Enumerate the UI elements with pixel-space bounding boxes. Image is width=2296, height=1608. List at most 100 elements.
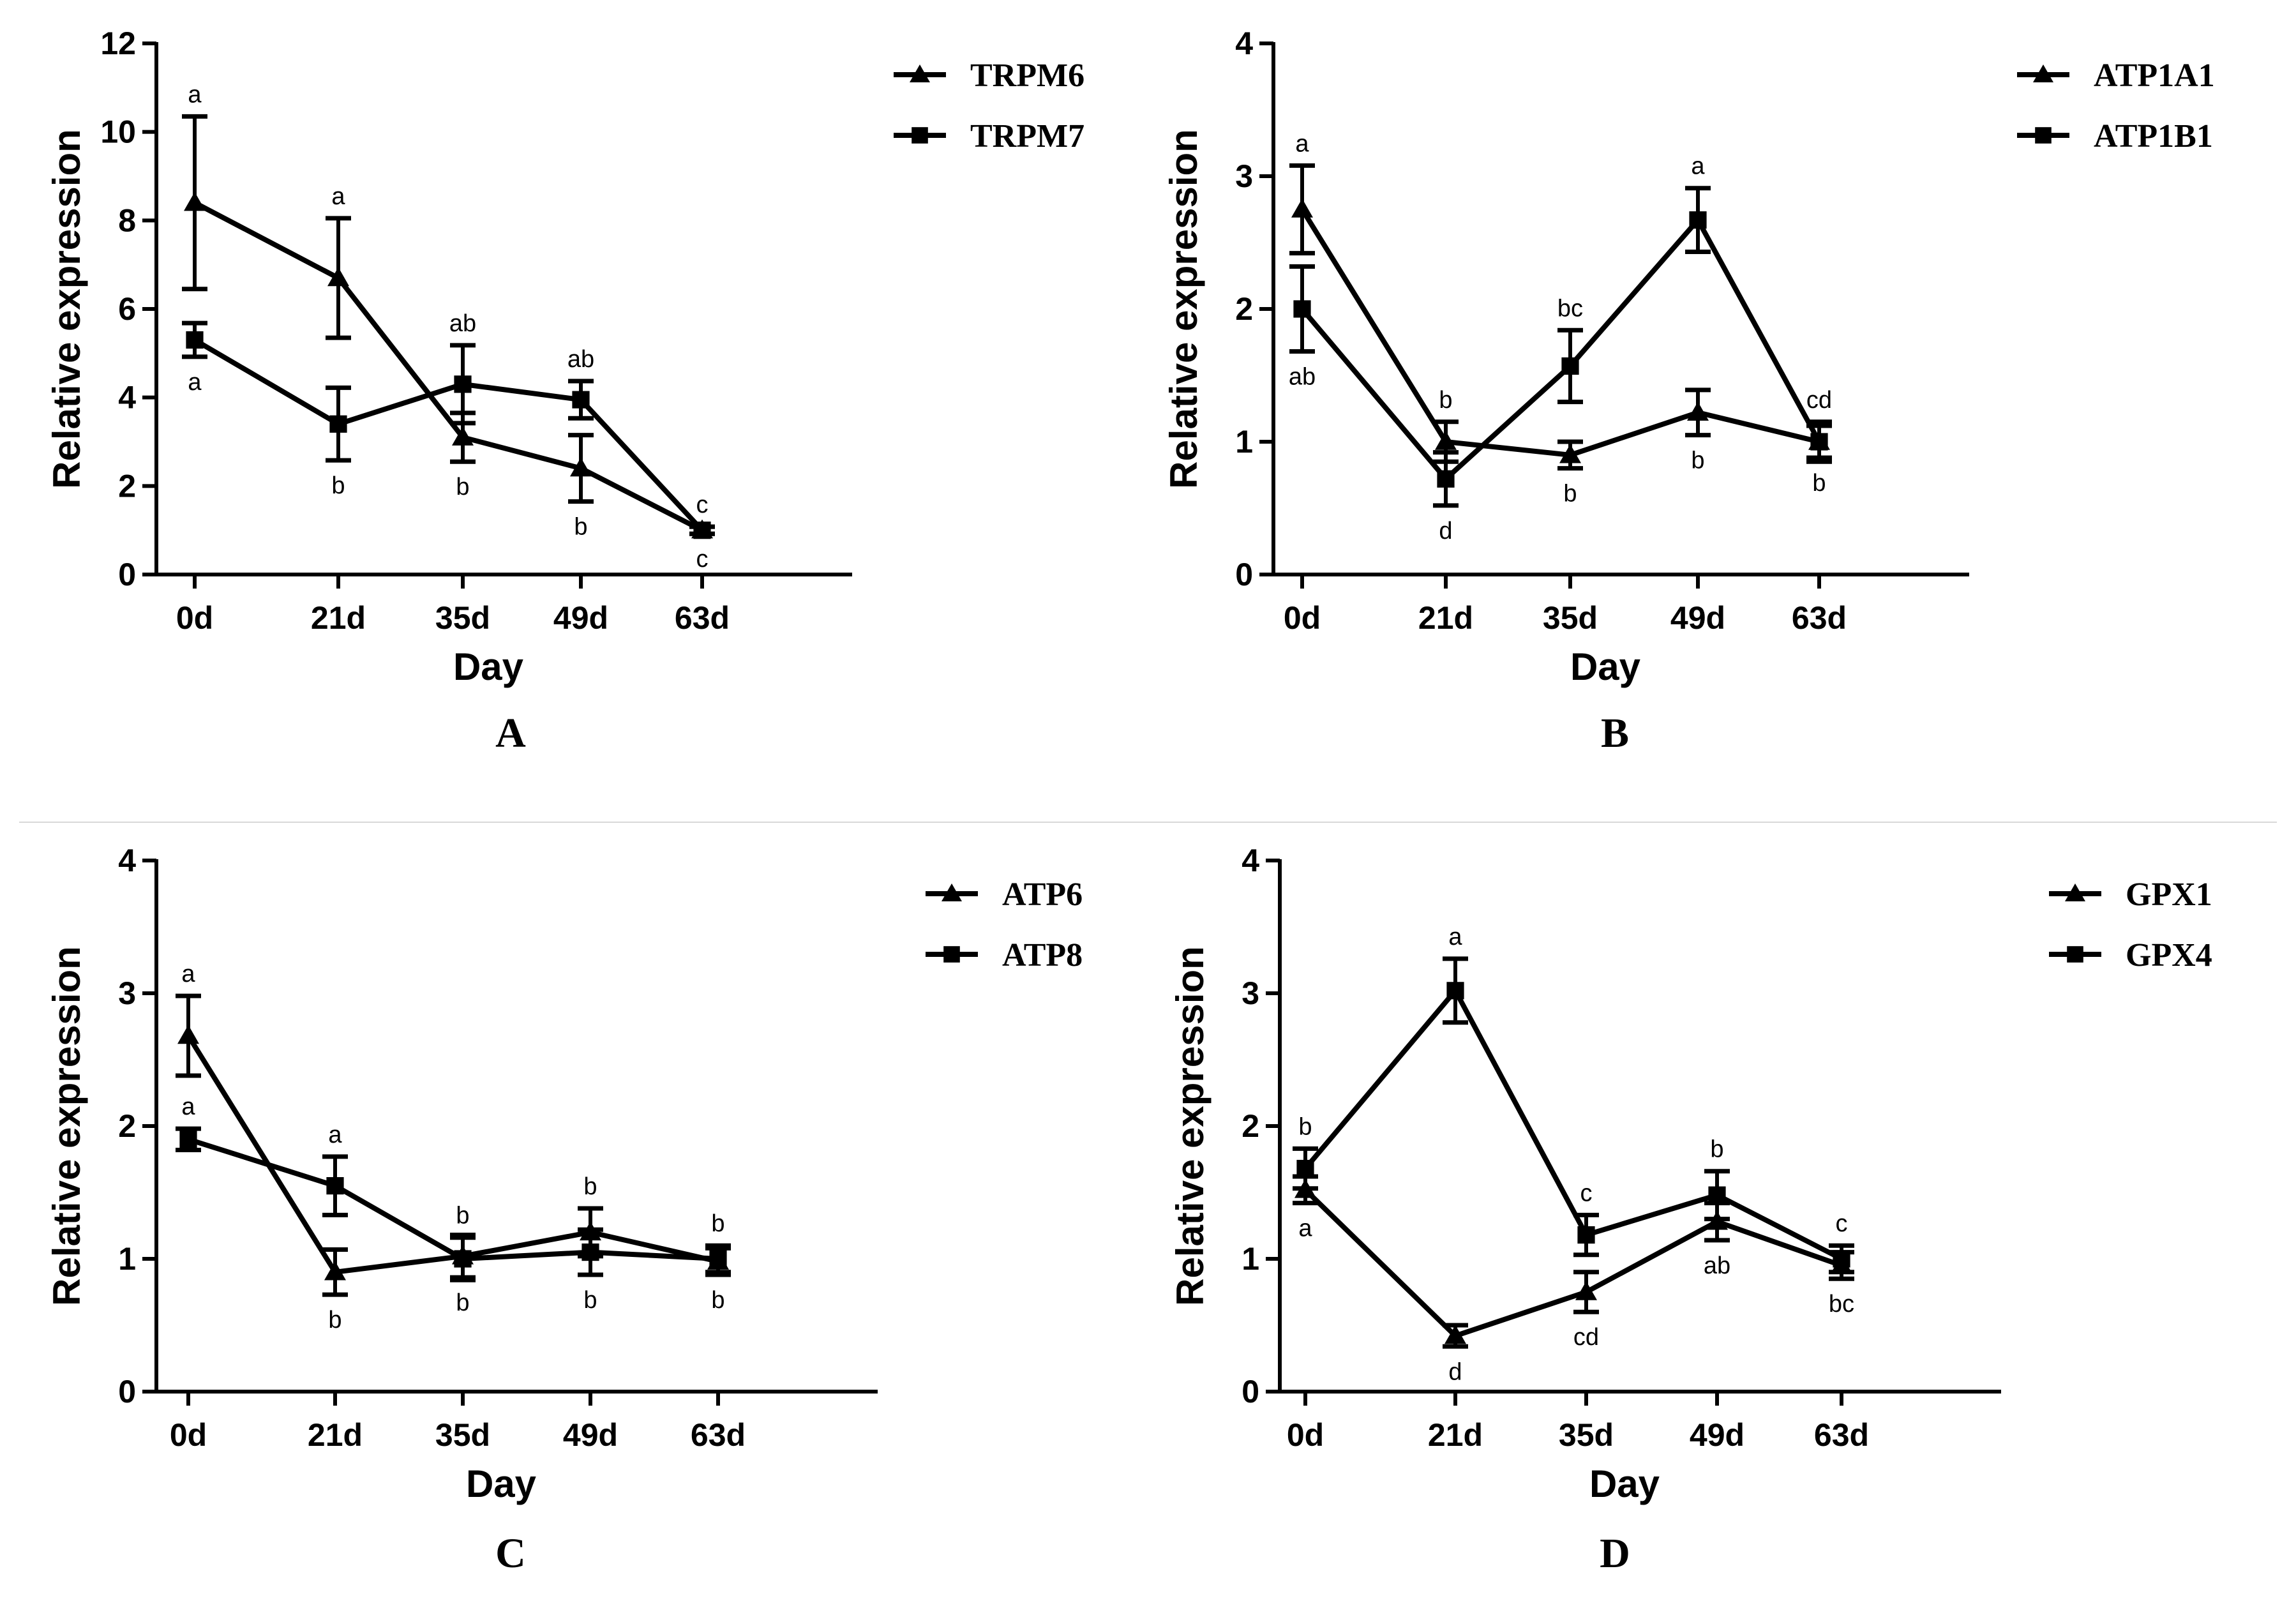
series-atp1b1: ab d bc a cd	[1289, 153, 1832, 545]
series-line	[193, 200, 703, 533]
x-tick-label: 0d	[1284, 600, 1321, 636]
y-tick-label: 3	[1235, 158, 1253, 194]
significance-label: a	[1298, 1215, 1312, 1242]
data-point	[324, 1261, 346, 1281]
data-point	[1708, 1186, 1726, 1204]
y-tick-label: 2	[118, 1108, 136, 1144]
legend-label: TRPM6	[970, 57, 1084, 94]
data-point	[179, 1131, 197, 1148]
panel-divider	[19, 822, 2277, 823]
x-tick-label: 0d	[170, 1417, 207, 1453]
data-point	[184, 192, 206, 211]
y-tick-label: 2	[1242, 1108, 1259, 1144]
series-gpx4: b a c b c	[1293, 924, 1854, 1275]
significance-label: a	[331, 183, 345, 210]
series-line	[193, 338, 704, 532]
x-tick-label: 21d	[1428, 1417, 1483, 1453]
x-axis-title: Day	[466, 1462, 537, 1505]
significance-label: a	[188, 369, 202, 396]
y-tick-label: 4	[118, 843, 136, 878]
significance-label: d	[1448, 1358, 1462, 1385]
legend-label: ATP1B1	[2094, 118, 2213, 154]
x-tick-label: 21d	[308, 1417, 363, 1453]
legend-marker	[2033, 64, 2053, 82]
x-tick-label: 0d	[1287, 1417, 1324, 1453]
y-tick-label: 2	[1235, 291, 1253, 327]
panel-label: C	[495, 1530, 526, 1577]
significance-label: b	[331, 472, 345, 499]
data-point	[1291, 199, 1313, 218]
significance-label: a	[328, 1122, 342, 1148]
data-point	[1575, 1281, 1597, 1300]
data-point	[1446, 982, 1464, 1000]
x-tick-label: 49d	[553, 600, 608, 636]
legend-marker	[942, 883, 962, 901]
y-tick-label: 6	[118, 291, 136, 327]
data-point	[1689, 211, 1707, 229]
y-axis-title: Relative expression	[1169, 946, 1212, 1306]
significance-label: a	[1295, 130, 1309, 157]
significance-label: b	[1439, 387, 1452, 414]
panel-label: D	[1600, 1530, 1630, 1577]
significance-label: a	[1691, 153, 1705, 180]
x-tick-label: 21d	[1418, 600, 1473, 636]
significance-label: cd	[1806, 387, 1832, 414]
significance-label: ab	[449, 310, 476, 337]
significance-label: a	[181, 1093, 195, 1120]
data-point	[693, 522, 711, 539]
significance-label: b	[583, 1287, 597, 1314]
significance-label: bc	[1829, 1291, 1854, 1318]
data-point	[570, 457, 592, 477]
x-tick-label: 0d	[176, 600, 213, 636]
data-point	[1293, 300, 1311, 318]
legend-label: ATP1A1	[2094, 57, 2215, 94]
significance-label: b	[328, 1307, 341, 1334]
y-tick-label: 10	[100, 114, 136, 150]
y-tick-label: 0	[118, 1374, 136, 1409]
x-tick-label: 21d	[311, 600, 366, 636]
x-tick-label: 63d	[691, 1417, 746, 1453]
data-point	[326, 1177, 344, 1195]
legend-label: TRPM7	[970, 118, 1084, 154]
y-tick-label: 1	[1242, 1241, 1259, 1277]
series-line	[1303, 988, 1843, 1261]
y-tick-label: 2	[118, 468, 136, 504]
significance-label: b	[1563, 481, 1577, 507]
significance-label: b	[583, 1173, 597, 1200]
significance-label: b	[1691, 447, 1704, 474]
data-point	[1577, 1226, 1595, 1244]
x-axis-title: Day	[1570, 645, 1641, 688]
data-point	[454, 1250, 472, 1268]
y-tick-label: 0	[1242, 1374, 1259, 1409]
legend-marker	[910, 64, 930, 82]
significance-label: a	[188, 81, 202, 108]
legend-label: GPX1	[2126, 876, 2212, 913]
significance-label: d	[1439, 518, 1452, 545]
data-point	[1435, 431, 1457, 450]
significance-label: c	[1836, 1210, 1848, 1237]
significance-label: b	[456, 1289, 469, 1316]
x-tick-label: 49d	[1690, 1417, 1745, 1453]
chart-panel-a: 0 2 4 6 8 10 12 0d 21d 35d 49d 63d Day Relative expre…	[45, 26, 1084, 756]
significance-label: b	[456, 1203, 469, 1229]
y-tick-label: 12	[100, 26, 136, 61]
significance-label: c	[1580, 1180, 1593, 1206]
x-tick-label: 63d	[1792, 600, 1847, 636]
y-tick-label: 4	[118, 380, 136, 416]
significance-label: b	[574, 514, 587, 541]
data-point	[582, 1244, 599, 1261]
data-point	[709, 1250, 727, 1268]
y-tick-label: 4	[1235, 26, 1253, 61]
significance-label: ab	[1704, 1252, 1730, 1279]
legend-marker	[943, 946, 960, 963]
significance-label: b	[711, 1287, 724, 1314]
x-axis-title: Day	[453, 645, 524, 688]
y-tick-label: 3	[1242, 975, 1259, 1011]
legend-label: GPX4	[2126, 937, 2212, 973]
y-axis-title: Relative expression	[45, 129, 88, 489]
y-tick-label: 1	[1235, 424, 1253, 460]
significance-label: b	[711, 1210, 724, 1237]
significance-label: bc	[1557, 295, 1583, 322]
data-point	[1296, 1159, 1314, 1178]
